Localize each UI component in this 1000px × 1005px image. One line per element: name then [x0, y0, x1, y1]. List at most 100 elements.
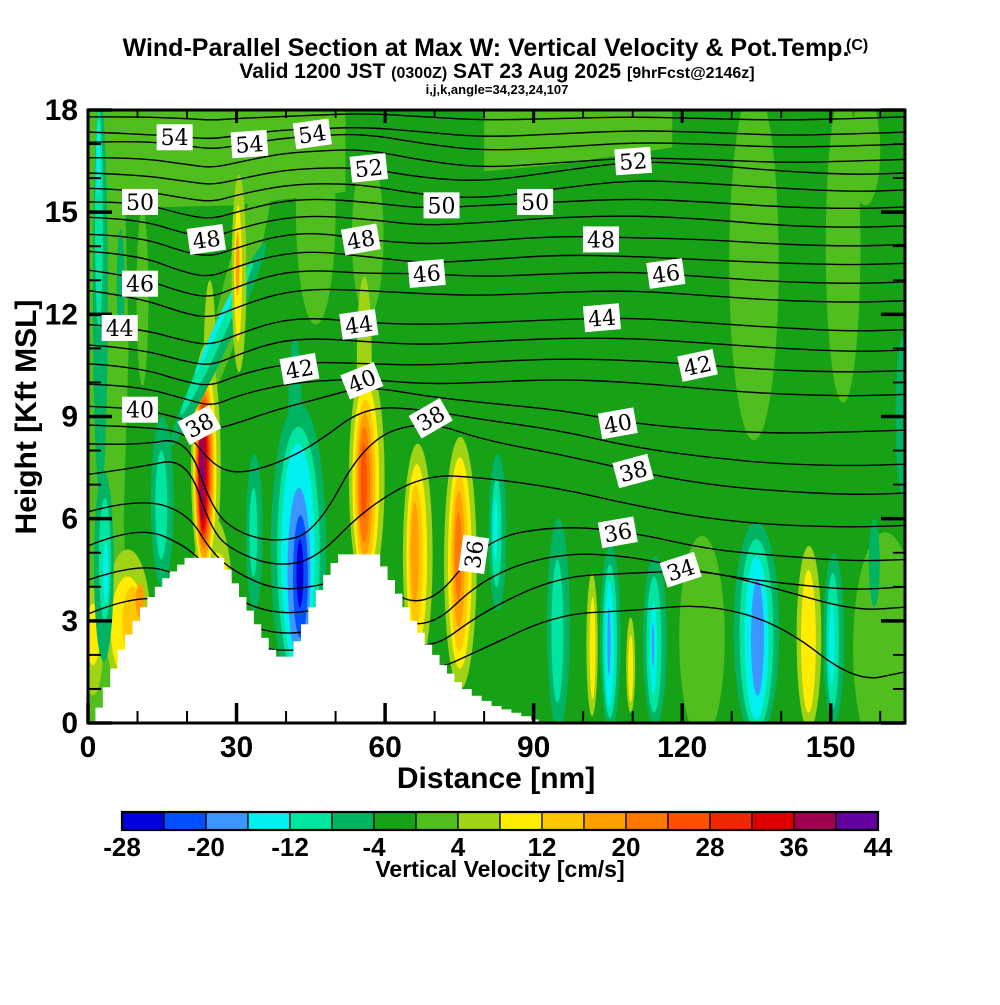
contour-label-box [292, 118, 332, 150]
contour-label-box [349, 153, 389, 183]
contour-label: 52 [349, 153, 389, 183]
field-region [751, 579, 764, 696]
contour-label-box [101, 314, 138, 341]
colorbar-title: Vertical Velocity [cm/s] [375, 856, 624, 882]
isentrope-line [88, 424, 905, 541]
x-tick-label: 60 [368, 731, 401, 764]
isentrope-line [88, 133, 905, 151]
contour-label: 34 [659, 551, 702, 588]
field-region [729, 110, 779, 441]
x-tick-label: 150 [806, 731, 856, 764]
colorbar-cell [751, 811, 795, 831]
contour-label-box [279, 352, 320, 385]
field-region [410, 501, 419, 604]
isentrope-line [88, 269, 905, 297]
field-region [853, 532, 905, 723]
field-region [136, 208, 149, 386]
colorbar-cell [331, 811, 375, 831]
colorbar-cell [835, 811, 879, 831]
contour-label: 50 [423, 192, 460, 219]
colorbar-cell [709, 811, 753, 831]
contour-label-value: 54 [297, 121, 328, 150]
colorbar-tick-label: -20 [187, 832, 225, 862]
field-region [360, 443, 367, 519]
colorbar-cell [583, 811, 627, 831]
colorbar-tick-label: -12 [271, 832, 309, 862]
colorbar-tick-label: 4 [451, 832, 466, 862]
colorbar-tick-label: -4 [362, 832, 386, 862]
colorbar-cell [163, 811, 207, 831]
contour-label-value: 52 [354, 155, 384, 183]
isentrope-line [88, 337, 905, 365]
field-region [828, 603, 835, 686]
contour-label-box [407, 258, 446, 288]
field-region [850, 110, 881, 206]
contour-label-box [121, 396, 158, 423]
contour-label-box [408, 397, 453, 439]
contour-label: 48 [186, 224, 226, 255]
field-region [651, 622, 655, 667]
contour-label: 52 [614, 146, 653, 176]
contour-label-value: 46 [650, 261, 681, 290]
subtitle-valid: Valid 1200 JST [239, 60, 391, 83]
isentrope-line [88, 358, 905, 386]
contour-label-box [121, 188, 158, 215]
contour-label-box [230, 129, 269, 159]
contour-label: 48 [582, 226, 619, 253]
contour-label-box [121, 270, 158, 297]
x-axis-title: Distance [nm] [397, 762, 595, 795]
contour-label-box [677, 348, 718, 382]
chart-subtitle-indices: i,j,k,angle=34,23,24,107 [426, 82, 569, 97]
colorbar-tick-label: 12 [528, 832, 557, 862]
contour-label-value: 44 [106, 317, 134, 342]
x-tick-label: 30 [220, 731, 253, 764]
contour-label-value: 50 [126, 191, 154, 216]
colorbar-tick-label: -28 [103, 832, 141, 862]
isentrope-line [88, 233, 905, 256]
contour-label-box [423, 192, 460, 219]
colorbar: -28 -20 -12 -4 4 12 20 28 36 44 [103, 810, 893, 862]
contour-label-value: 54 [235, 132, 265, 159]
contour-label: 36 [458, 534, 490, 575]
colorbar-cell [667, 811, 711, 831]
field-region [194, 281, 238, 375]
chart-title: Wind-Parallel Section at Max W: Vertical… [123, 34, 850, 62]
isentrope-line [88, 378, 905, 405]
contour-label-box [340, 223, 381, 256]
contour-label-value: 48 [587, 228, 615, 253]
chart-header: Wind-Parallel Section at Max W: Vertical… [123, 34, 869, 97]
isentrope-line [88, 317, 905, 345]
contour-label: 48 [340, 223, 381, 256]
contour-label: 46 [646, 258, 686, 290]
subtitle-date: SAT 23 Aug 2025 [447, 60, 627, 83]
contour-label: 54 [156, 124, 193, 151]
field-region [868, 518, 880, 608]
contour-label: 54 [230, 129, 269, 159]
y-tick-label: 18 [45, 94, 78, 127]
contour-label-box [339, 309, 379, 340]
contour-label-value: 44 [343, 312, 374, 341]
contour-label: 40 [340, 361, 384, 400]
contour-label-box [340, 361, 384, 400]
contour-label-box [597, 516, 638, 549]
isentrope-line [88, 149, 905, 168]
contour-label-value: 40 [602, 410, 634, 439]
field-region [551, 559, 564, 703]
contour-label: 50 [517, 188, 554, 216]
chart-subtitle: Valid 1200 JST (0300Z) SAT 23 Aug 2025 [… [239, 60, 754, 83]
field-region [628, 634, 634, 703]
contour-label-box [612, 453, 654, 489]
contour-label-value: 48 [345, 226, 377, 255]
colorbar-cell [499, 811, 543, 831]
field-region [116, 229, 125, 339]
isentrope-line [88, 461, 905, 565]
contour-label-value: 40 [126, 399, 154, 424]
subtitle-ztime: (0300Z) [391, 65, 447, 82]
x-tick-label: 90 [517, 731, 550, 764]
contour-label-box [517, 188, 554, 215]
isentrope-line [88, 161, 905, 185]
contour-label-value: 50 [521, 191, 549, 216]
y-tick-label: 12 [45, 298, 78, 331]
